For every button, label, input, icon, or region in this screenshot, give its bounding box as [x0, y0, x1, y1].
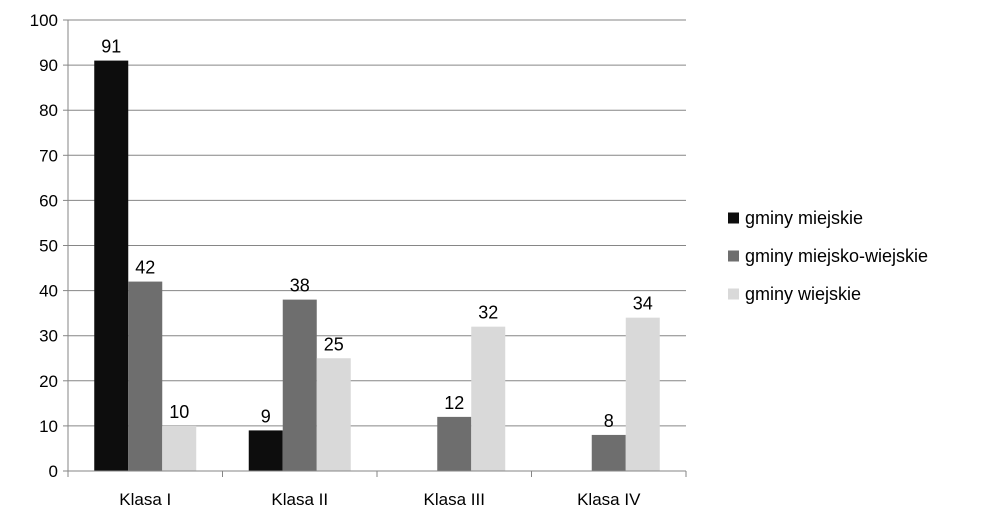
bar-3-1: [162, 425, 197, 471]
legend-swatch: [728, 250, 739, 262]
y-tick-label: 20: [39, 372, 58, 391]
data-label: 10: [169, 402, 189, 422]
data-label: 8: [604, 411, 614, 431]
bar-2-4: [591, 434, 626, 471]
legend-swatch: [728, 212, 739, 224]
bar-2-3: [437, 416, 472, 471]
y-tick-label: 90: [39, 56, 58, 75]
legend-label: gminy miejskie: [745, 208, 863, 228]
legend-label: gminy miejsko-wiejskie: [745, 246, 928, 266]
bar-3-3: [471, 326, 506, 471]
x-tick-label: Klasa IV: [577, 490, 641, 509]
legend-swatch: [728, 288, 739, 300]
x-tick-label: Klasa I: [119, 490, 171, 509]
data-label: 91: [101, 37, 121, 57]
data-label: 9: [261, 406, 271, 426]
bar-1-1: [94, 60, 129, 472]
gridlines: [68, 19, 686, 427]
data-label: 12: [444, 393, 464, 413]
y-tick-label: 10: [39, 417, 58, 436]
y-tick-label: 60: [39, 191, 58, 210]
bar-3-2: [316, 358, 351, 471]
y-axis: 0 10 20 30 40 50 60 70 80 90 100: [30, 11, 69, 481]
data-label: 42: [135, 258, 155, 278]
x-tick-label: Klasa II: [271, 490, 328, 509]
y-tick-label: 70: [39, 146, 58, 165]
bars: 91 42 10 9 38 25 12 32 8 34: [94, 37, 660, 472]
data-label: 38: [290, 276, 310, 296]
y-tick-label: 30: [39, 327, 58, 346]
data-label: 25: [324, 334, 344, 354]
legend: gminy miejskie gminy miejsko-wiejskie gmin…: [728, 208, 928, 304]
bar-1-2: [248, 430, 283, 471]
y-tick-label: 80: [39, 101, 58, 120]
y-tick-label: 100: [30, 11, 58, 30]
data-label: 34: [633, 294, 653, 314]
bar-2-2: [282, 299, 317, 471]
x-tick-label: Klasa III: [424, 490, 485, 509]
bar-2-1: [128, 281, 163, 471]
data-label: 32: [478, 303, 498, 323]
y-tick-label: 40: [39, 282, 58, 301]
y-tick-label: 50: [39, 237, 58, 256]
y-tick-label: 0: [49, 462, 58, 481]
legend-label: gminy wiejskie: [745, 284, 861, 304]
bar-3-4: [625, 317, 660, 471]
x-axis: Klasa I Klasa II Klasa III Klasa IV: [67, 470, 687, 509]
